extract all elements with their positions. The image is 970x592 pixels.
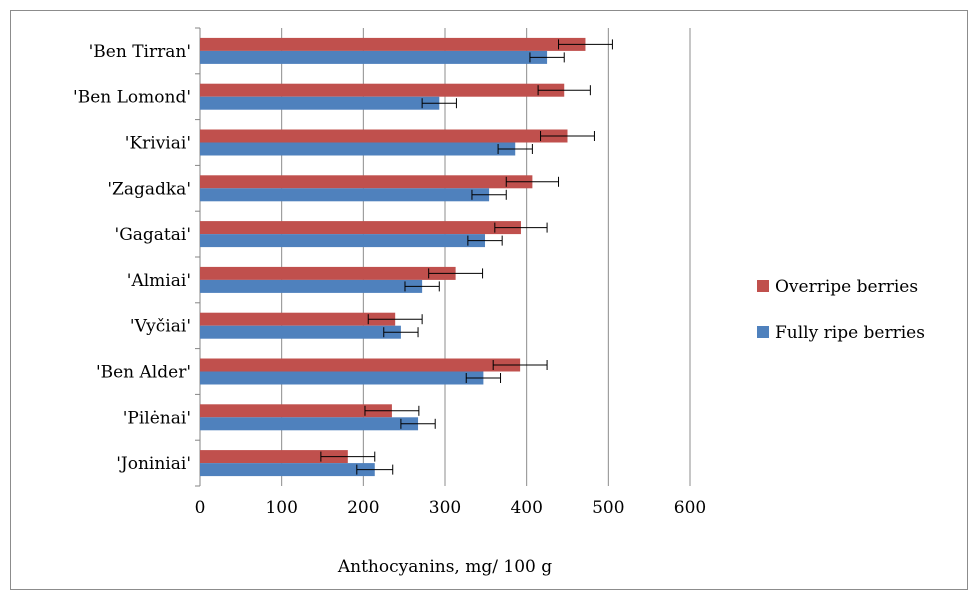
chart-frame: 'Ben Tirran' 'Ben Lomond' 'Kriviai' 'Zagadk…	[10, 10, 968, 590]
x-tick-label-200: 200	[347, 498, 379, 518]
category-label: 'Zagadka'	[107, 179, 191, 199]
bar-overripe	[200, 37, 586, 51]
error-bars	[320, 39, 613, 475]
x-tick-label-100: 100	[265, 498, 297, 518]
bar-overripe	[200, 266, 456, 280]
x-tick-labels: 0 100 200 300 400 500 600	[195, 498, 707, 518]
x-tick-label-600: 600	[674, 498, 706, 518]
bar-fully-ripe	[200, 188, 490, 202]
category-label: 'Ben Tirran'	[89, 42, 191, 62]
legend: Overripe berries Fully ripe berries	[757, 277, 925, 343]
x-tick-label-300: 300	[429, 498, 461, 518]
category-label: 'Ben Alder'	[96, 363, 191, 383]
bar-overripe	[200, 312, 396, 326]
bar-overripe	[200, 358, 521, 372]
bar-chart: 'Ben Tirran' 'Ben Lomond' 'Kriviai' 'Zagadk…	[73, 27, 925, 577]
bar-fully-ripe	[200, 142, 516, 156]
x-tick-label-500: 500	[592, 498, 624, 518]
bar-overripe	[200, 129, 568, 143]
bar-fully-ripe	[200, 50, 548, 64]
legend-label-fully-ripe: Fully ripe berries	[775, 323, 925, 343]
bar-fully-ripe	[200, 371, 484, 385]
category-label: 'Joniniai'	[116, 454, 191, 474]
legend-swatch-overripe	[757, 280, 769, 292]
category-label: 'Gagatai'	[115, 225, 191, 245]
category-label: 'Vyčiai'	[130, 317, 191, 337]
category-label: 'Ben Lomond'	[73, 88, 191, 108]
bars	[200, 37, 586, 477]
bar-overripe	[200, 221, 521, 235]
category-labels: 'Ben Tirran' 'Ben Lomond' 'Kriviai' 'Zagadk…	[73, 27, 200, 474]
bar-fully-ripe	[200, 417, 419, 431]
legend-swatch-fully-ripe	[757, 326, 769, 338]
category-label: 'Kriviai'	[125, 134, 191, 154]
bar-fully-ripe	[200, 96, 440, 110]
x-tick-label-0: 0	[195, 498, 206, 518]
x-tick-label-400: 400	[510, 498, 542, 518]
x-axis-title: Anthocyanins, mg/ 100 g	[337, 557, 552, 577]
bar-overripe	[200, 175, 533, 189]
category-label: 'Pilėnai'	[123, 408, 191, 428]
bar-fully-ripe	[200, 463, 375, 477]
bar-fully-ripe	[200, 279, 423, 293]
bar-fully-ripe	[200, 234, 486, 248]
category-label: 'Almiai'	[127, 271, 191, 291]
bar-overripe	[200, 404, 392, 418]
legend-label-overripe: Overripe berries	[775, 277, 918, 297]
bar-overripe	[200, 83, 565, 97]
bar-overripe	[200, 450, 348, 464]
bar-fully-ripe	[200, 325, 401, 339]
